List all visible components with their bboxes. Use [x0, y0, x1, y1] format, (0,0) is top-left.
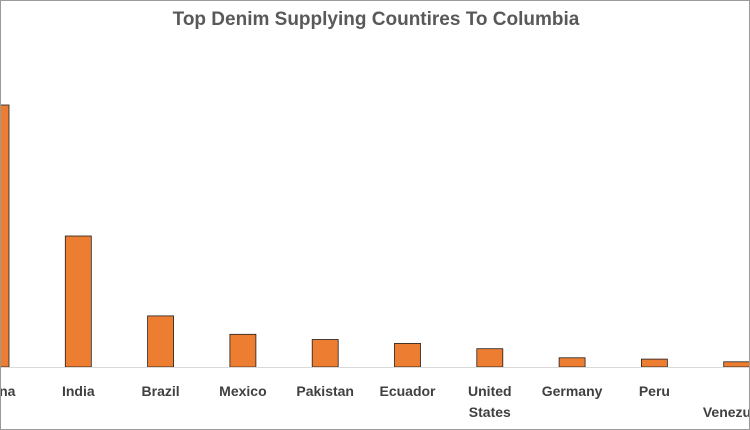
bar-united-states	[476, 348, 504, 368]
bar-germany	[558, 357, 586, 368]
tick-label-peru: Peru	[639, 383, 670, 399]
bar-peru	[641, 358, 668, 368]
tick-label-mexico: Mexico	[219, 383, 266, 399]
tick-labels-group: China India Brazil Mexico Pakistan Ecuador Uni…	[1, 383, 750, 420]
bars-group	[1, 104, 749, 368]
tick-label-venezuela: Venezuela	[703, 404, 750, 420]
bar-ecuador	[394, 342, 421, 368]
tick-label-germany: Germany	[542, 383, 603, 399]
chart-title: Top Denim Supplying Countires To Columbi…	[172, 9, 580, 30]
bar-china	[1, 104, 10, 368]
tick-label-ecuador: Ecuador	[379, 383, 436, 399]
bar-pakistan	[311, 339, 339, 368]
tick-label-pakistan: Pakistan	[296, 383, 354, 399]
bar-brazil	[147, 315, 175, 368]
bar-india	[64, 235, 92, 368]
tick-label-brazil: Brazil	[142, 383, 180, 399]
tick-label-united-states: United States	[468, 383, 512, 420]
bar-venezuela	[723, 361, 749, 368]
bar-mexico	[229, 333, 257, 368]
tick-label-china: China	[1, 383, 16, 399]
tick-label-india: India	[62, 383, 95, 399]
